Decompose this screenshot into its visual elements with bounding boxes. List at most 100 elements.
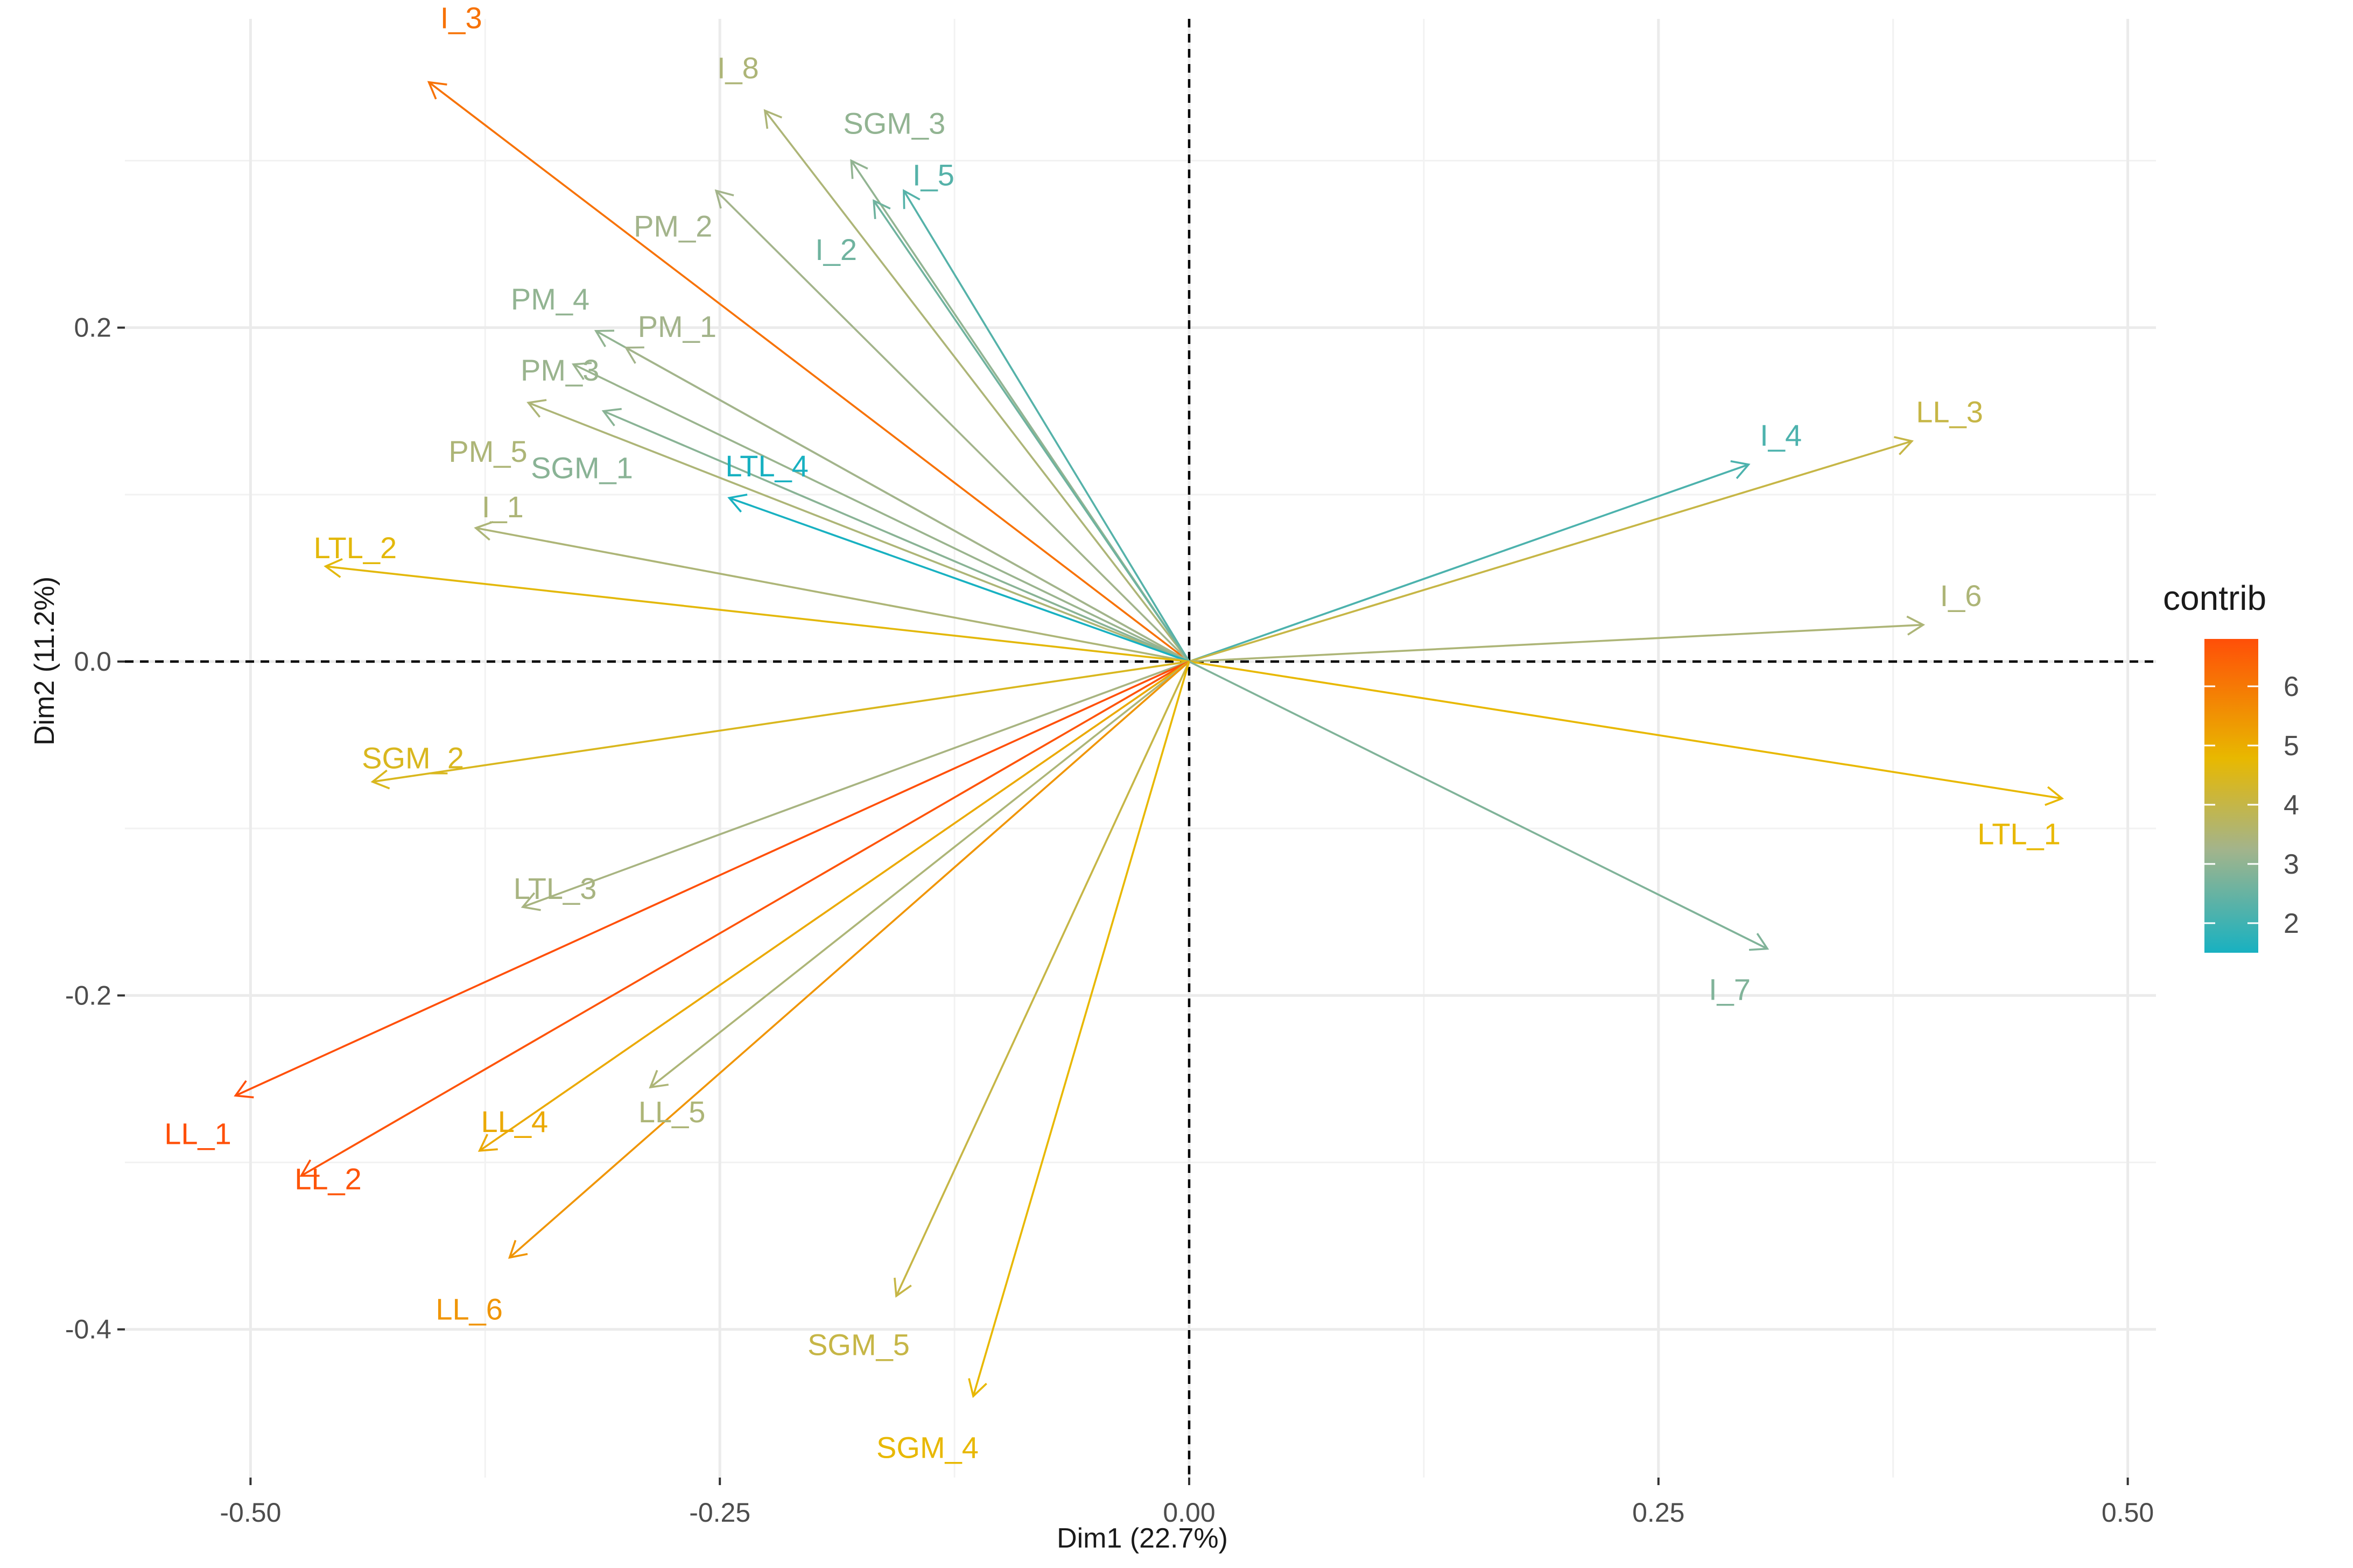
arrow-ll-6 (509, 660, 1190, 1258)
label-sgm-2: SGM_2 (362, 741, 464, 775)
arrowhead-sgm-3 (850, 159, 868, 179)
arrow-i-1 (475, 527, 1190, 663)
legend-colorbar (2204, 639, 2258, 953)
arrowhead-i-5 (903, 189, 921, 209)
arrow-ll-5 (650, 660, 1190, 1088)
x-tick-label: 0.50 (2102, 1497, 2154, 1528)
arrow-i-8 (764, 110, 1190, 663)
arrow-ltl-4 (729, 497, 1190, 663)
arrow-i-4 (1189, 463, 1749, 663)
arrow-ll-2 (300, 660, 1190, 1177)
arrowhead-ll-4 (477, 1134, 498, 1152)
arrow-sgm-2 (372, 660, 1190, 783)
x-tick-label: -0.25 (689, 1497, 750, 1528)
arrowhead-i-1 (474, 521, 494, 541)
label-sgm-3: SGM_3 (843, 106, 945, 140)
label-ltl-4: LTL_4 (725, 449, 809, 483)
x-axis-title: Dim1 (22.7%) (1057, 1523, 1228, 1554)
arrow-ll-4 (479, 660, 1190, 1152)
arrow-i-7 (1189, 660, 1768, 950)
label-sgm-5: SGM_5 (807, 1328, 910, 1362)
arrow-i-2 (873, 200, 1190, 663)
axis-ticks: -0.50 -0.25 0.00 0.25 0.50 -0.4 -0.2 0.0 0.2 (65, 313, 2154, 1528)
label-i-3: I_3 (440, 1, 482, 35)
arrowhead-ltl-3 (521, 892, 541, 911)
arrow-i-3 (428, 81, 1190, 663)
variable-labels: I_3 I_8 SGM_3 I_5 PM_2 I_2 PM_4 PM_1 PM_3 PM_5 SGM… (164, 1, 2061, 1465)
arrow-i-6 (1189, 623, 1923, 663)
arrowhead-sgm-5 (894, 1277, 912, 1298)
x-tick-label: -0.50 (220, 1497, 281, 1528)
label-i-8: I_8 (717, 51, 759, 85)
label-ltl-3: LTL_3 (514, 871, 597, 905)
label-sgm-4: SGM_4 (876, 1431, 979, 1465)
arrow-sgm-5 (895, 661, 1190, 1297)
arrow-pm-3 (573, 363, 1190, 663)
arrow-ltl-2 (325, 565, 1190, 663)
label-pm-1: PM_1 (638, 310, 717, 343)
arrowhead-ll-2 (299, 1159, 320, 1177)
label-i-6: I_6 (1940, 579, 1982, 613)
arrow-ltl-1 (1189, 660, 2062, 800)
arrowhead-sgm-1 (601, 407, 622, 427)
arrowhead-pm-1 (624, 346, 644, 364)
y-tick-label: 0.2 (74, 313, 111, 343)
arrowhead-i-2 (873, 199, 891, 219)
label-ll-3: LL_3 (1916, 395, 1983, 429)
arrowhead-i-6 (1906, 615, 1926, 636)
label-ll-6: LL_6 (436, 1292, 503, 1326)
label-pm-3: PM_3 (521, 353, 599, 387)
arrow-i-5 (903, 190, 1190, 662)
label-i-2: I_2 (815, 233, 857, 266)
arrow-sgm-1 (603, 410, 1190, 663)
label-ll-2: LL_2 (294, 1162, 362, 1196)
arrowhead-i-7 (1749, 933, 1769, 951)
label-pm-4: PM_4 (511, 282, 589, 316)
legend-title: contrib (2163, 579, 2266, 617)
arrowhead-ll-6 (508, 1240, 528, 1259)
arrowhead-i-8 (763, 109, 783, 129)
arrowhead-ll-3 (1894, 436, 1914, 455)
label-pm-2: PM_2 (634, 209, 712, 243)
label-i-5: I_5 (912, 158, 954, 192)
arrowhead-ltl-2 (324, 558, 343, 578)
label-ll-1: LL_1 (164, 1116, 231, 1150)
arrowhead-sgm-2 (370, 769, 390, 790)
arrow-ll-3 (1189, 440, 1913, 663)
label-pm-5: PM_5 (448, 434, 527, 468)
label-ltl-1: LTL_1 (1977, 817, 2061, 850)
legend-tick-label: 5 (2284, 730, 2299, 762)
arrowhead-pm-2 (714, 189, 734, 209)
arrow-pm-1 (625, 347, 1190, 663)
arrowhead-ll-1 (234, 1080, 254, 1099)
legend-tick-label: 6 (2284, 671, 2299, 702)
variable-arrows (234, 81, 2064, 1398)
arrowhead-ll-5 (649, 1070, 669, 1089)
arrowhead-pm-5 (526, 399, 547, 418)
label-ltl-2: LTL_2 (314, 531, 397, 565)
label-i-7: I_7 (1709, 972, 1751, 1006)
legend-tick-label: 3 (2284, 849, 2299, 880)
reference-lines (125, 19, 2156, 1478)
y-tick-label: -0.4 (65, 1314, 111, 1345)
arrow-pm-2 (715, 190, 1190, 663)
arrowhead-ltl-1 (2045, 786, 2064, 806)
arrowhead-i-4 (1730, 460, 1751, 479)
y-tick-label: 0.0 (74, 646, 111, 677)
arrow-ltl-3 (522, 660, 1190, 908)
label-i-4: I_4 (1760, 418, 1802, 452)
legend: contrib 2 3 4 5 6 (2163, 579, 2299, 953)
legend-ticks: 2 3 4 5 6 (2204, 671, 2299, 939)
arrowhead-sgm-4 (968, 1378, 987, 1398)
arrowhead-i-3 (427, 81, 447, 100)
arrow-pm-5 (528, 402, 1190, 663)
arrow-sgm-4 (972, 661, 1190, 1397)
arrow-ll-1 (235, 660, 1190, 1097)
arrowhead-pm-3 (571, 362, 592, 381)
x-tick-label: 0.25 (1632, 1497, 1684, 1528)
y-axis-title: Dim2 (11.2%) (29, 576, 60, 746)
arrowhead-ltl-4 (727, 494, 748, 513)
legend-tick-label: 2 (2284, 908, 2299, 939)
label-ll-4: LL_4 (481, 1105, 549, 1138)
